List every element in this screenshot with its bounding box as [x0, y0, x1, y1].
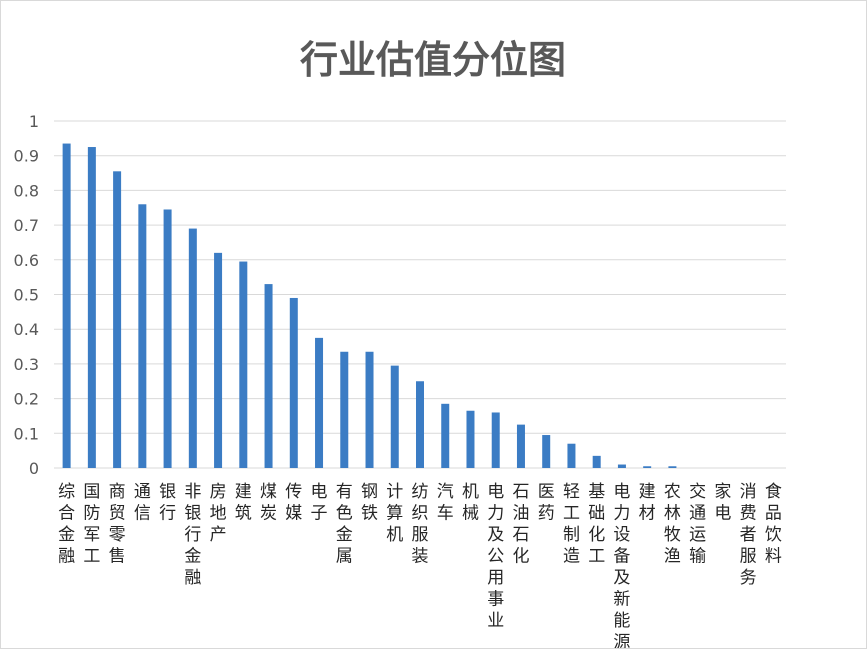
chart-title: 行业估值分位图	[300, 38, 566, 82]
x-tick-label: 交通运输	[689, 482, 706, 567]
x-tick-label: 商贸零售	[109, 482, 126, 567]
y-tick-label: 0.8	[14, 181, 39, 200]
bar	[365, 351, 374, 468]
bar	[340, 351, 349, 468]
x-tick-label: 非银行金融	[184, 482, 201, 588]
bar	[163, 209, 172, 469]
bar	[62, 143, 71, 468]
x-tick-label: 电子	[311, 482, 328, 524]
x-tick-label: 电力设备及新能源	[613, 482, 630, 648]
bar	[289, 297, 298, 468]
x-tick-label: 建筑	[235, 482, 252, 524]
bar	[668, 466, 677, 468]
bar	[315, 337, 324, 468]
y-tick-label: 0.3	[14, 355, 39, 374]
x-tick-label: 消费者服务	[740, 482, 757, 588]
bar	[516, 424, 525, 468]
y-tick-label: 0.2	[14, 390, 39, 409]
x-tick-label: 医药	[538, 482, 555, 524]
bars	[62, 143, 677, 469]
bar	[239, 261, 248, 468]
x-tick-label: 纺织服装	[412, 482, 429, 567]
bar	[264, 284, 273, 468]
bar	[643, 466, 652, 468]
bar	[416, 381, 424, 468]
x-tick-label: 国防军工	[83, 482, 100, 567]
bar	[390, 365, 399, 468]
y-tick-label: 1	[29, 112, 39, 131]
x-tick-label: 钢铁	[361, 482, 378, 524]
x-tick-label: 家电	[714, 482, 731, 524]
y-tick-label: 0.6	[14, 251, 39, 270]
y-tick-label: 0.7	[14, 216, 39, 235]
y-tick-label: 0.5	[14, 286, 39, 305]
bar	[617, 464, 626, 468]
y-tick-label: 0.4	[14, 320, 39, 339]
bar	[441, 403, 450, 468]
x-tick-label: 机械	[462, 482, 479, 524]
bar	[87, 147, 96, 468]
x-axis-tick-labels: 综合金融国防军工商贸零售通信银行非银行金融房地产建筑煤炭传媒电子有色金属钢铁计算…	[58, 482, 782, 648]
bar	[214, 252, 223, 468]
y-axis-tick-labels: 0 0.1 0.2 0.3 0.4 0.5 0.6 0.7 0.8 0.9 1	[14, 112, 39, 478]
x-tick-label: 汽车	[437, 482, 454, 524]
bar	[542, 435, 551, 468]
bar	[188, 228, 197, 468]
x-tick-label: 轻工制造	[563, 482, 580, 567]
x-tick-label: 有色金属	[336, 482, 353, 567]
x-tick-label: 基础化工	[588, 482, 605, 567]
x-tick-label: 综合金融	[58, 482, 75, 567]
x-tick-label: 房地产	[210, 482, 227, 545]
y-tick-label: 0	[29, 459, 39, 478]
x-tick-label: 通信	[134, 482, 151, 524]
x-tick-label: 电力及公用事业	[487, 482, 504, 631]
gridlines	[54, 120, 786, 469]
x-tick-label: 石油石化	[512, 482, 529, 567]
y-tick-label: 0.9	[14, 147, 39, 166]
x-tick-label: 农林牧渔	[664, 482, 681, 567]
x-tick-label: 煤炭	[260, 482, 277, 524]
bar	[592, 455, 601, 468]
bar	[113, 171, 122, 468]
bar	[567, 443, 576, 468]
bar	[138, 204, 147, 468]
bar	[491, 412, 500, 468]
x-tick-label: 计算机	[386, 482, 403, 545]
y-tick-label: 0.1	[14, 424, 39, 443]
x-tick-label: 食品饮料	[765, 482, 782, 567]
x-tick-label: 传媒	[285, 482, 302, 524]
x-tick-label: 建材	[639, 482, 656, 524]
bar	[466, 410, 475, 468]
x-tick-label: 银行	[159, 482, 176, 524]
